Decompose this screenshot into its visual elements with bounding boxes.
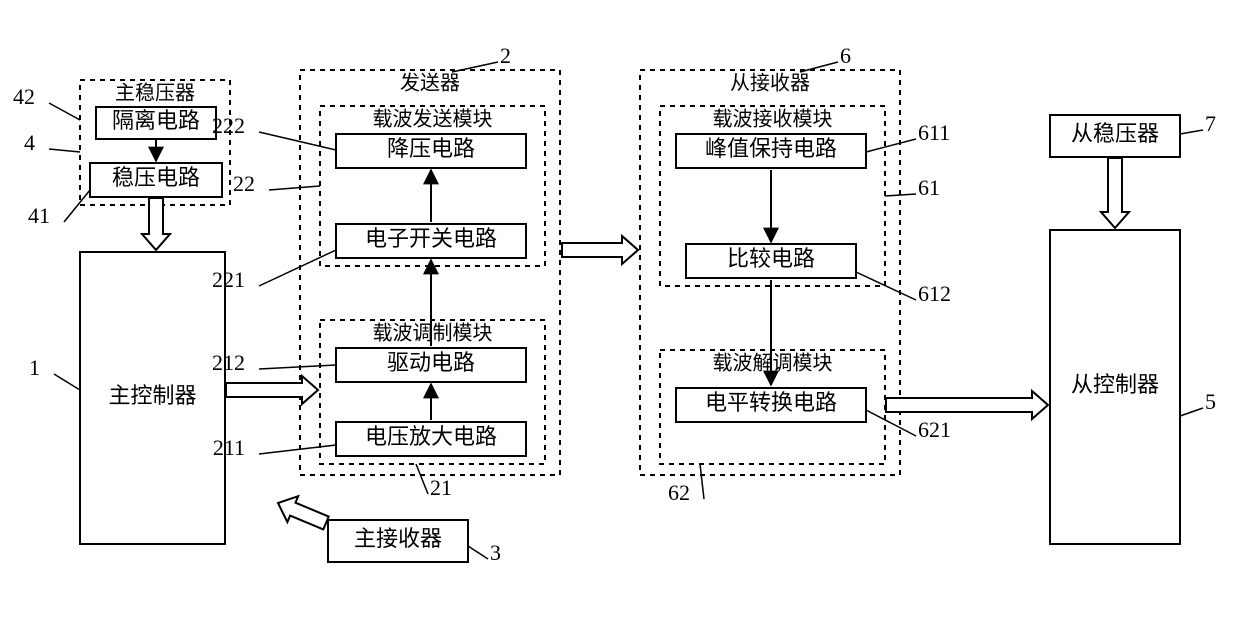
block-b41: 稳压电路: [90, 163, 222, 197]
ref-number: 212: [212, 350, 245, 375]
block-label: 隔离电路: [112, 108, 200, 133]
block-label: 比较电路: [727, 246, 815, 271]
ref-number: 22: [233, 171, 255, 196]
block-b5: 从控制器: [1050, 230, 1180, 544]
ref-number: 2: [500, 43, 511, 68]
ref-212: 212: [212, 350, 336, 375]
ref-211: 211: [213, 435, 336, 460]
block-label: 主控制器: [108, 383, 196, 408]
module-title: 载波调制模块: [373, 322, 493, 345]
block-label: 稳压电路: [112, 165, 200, 190]
ref-61: 61: [885, 175, 940, 200]
block-label: 驱动电路: [387, 350, 475, 375]
ref-612: 612: [856, 272, 951, 306]
block-b1: 主控制器: [80, 252, 225, 544]
ref-number: 21: [430, 475, 452, 500]
module-title: 载波发送模块: [373, 108, 493, 131]
block-label: 电压放大电路: [365, 424, 497, 449]
ref-221: 221: [212, 250, 336, 292]
block-label: 电子开关电路: [365, 226, 497, 251]
block-b211: 电压放大电路: [336, 422, 526, 456]
block-label: 从控制器: [1071, 372, 1159, 397]
ref-621: 621: [866, 410, 951, 442]
module-title: 载波解调模块: [713, 352, 833, 375]
ref-6: 6: [800, 43, 851, 72]
ref-number: 1: [29, 355, 40, 380]
ref-number: 4: [24, 130, 35, 155]
module-title: 主稳压器: [115, 82, 195, 105]
ref-number: 62: [668, 480, 690, 505]
ref-number: 7: [1205, 111, 1216, 136]
ref-42: 42: [13, 84, 80, 120]
ref-number: 611: [918, 120, 950, 145]
ref-4: 4: [24, 130, 80, 155]
block-b222: 降压电路: [336, 134, 526, 168]
hollow-arrow: [142, 198, 170, 250]
ref-number: 221: [212, 267, 245, 292]
block-b612: 比较电路: [686, 244, 856, 278]
ref-5: 5: [1180, 389, 1216, 416]
block-b221: 电子开关电路: [336, 224, 526, 258]
ref-2: 2: [452, 43, 511, 72]
ref-21: 21: [416, 464, 452, 500]
ref-number: 41: [28, 203, 50, 228]
block-b212: 驱动电路: [336, 348, 526, 382]
ref-22: 22: [233, 171, 320, 196]
block-b7: 从稳压器: [1050, 115, 1180, 157]
module-title: 载波接收模块: [713, 108, 833, 131]
block-label: 主接收器: [354, 526, 442, 551]
ref-number: 42: [13, 84, 35, 109]
hollow-arrow: [886, 391, 1048, 419]
block-b611: 峰值保持电路: [676, 134, 866, 168]
ref-3: 3: [468, 540, 501, 565]
module-title: 从接收器: [730, 72, 810, 95]
block-label: 电平转换电路: [705, 390, 837, 415]
block-b42: 隔离电路: [96, 107, 216, 139]
module-title: 发送器: [400, 72, 460, 95]
ref-number: 5: [1205, 389, 1216, 414]
ref-1: 1: [29, 355, 80, 390]
ref-number: 211: [213, 435, 245, 460]
ref-number: 6: [840, 43, 851, 68]
ref-611: 611: [866, 120, 950, 152]
hollow-arrow: [226, 376, 318, 404]
block-b621: 电平转换电路: [676, 388, 866, 422]
block-label: 从稳压器: [1071, 121, 1159, 146]
hollow-arrow: [562, 236, 638, 264]
block-label: 降压电路: [387, 136, 475, 161]
hollow-arrow: [1101, 158, 1129, 228]
hollow-arrow: [278, 496, 329, 529]
ref-62: 62: [668, 464, 704, 505]
ref-7: 7: [1180, 111, 1216, 136]
ref-number: 61: [918, 175, 940, 200]
ref-number: 621: [918, 417, 951, 442]
ref-number: 3: [490, 540, 501, 565]
ref-number: 612: [918, 281, 951, 306]
ref-number: 222: [212, 113, 245, 138]
block-label: 峰值保持电路: [705, 136, 837, 161]
block-b3: 主接收器: [328, 520, 468, 562]
